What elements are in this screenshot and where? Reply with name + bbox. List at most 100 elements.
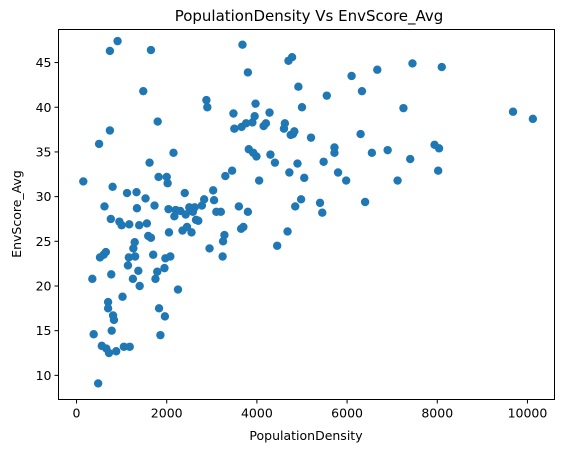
data-point xyxy=(252,152,261,161)
data-point xyxy=(297,103,307,112)
data-point xyxy=(330,148,339,158)
data-point xyxy=(156,330,165,340)
data-point xyxy=(112,347,121,356)
data-point xyxy=(105,126,115,135)
y-tick-label: 20 xyxy=(36,278,52,293)
data-point xyxy=(205,244,214,253)
y-tick-label: 40 xyxy=(36,100,52,115)
data-point xyxy=(434,144,444,153)
data-point xyxy=(160,263,169,273)
data-point xyxy=(393,176,402,185)
y-axis-ticks: 10 15 20 25 30 35 40 45 xyxy=(36,55,59,383)
data-point xyxy=(291,202,300,211)
data-point xyxy=(94,139,104,149)
data-point xyxy=(100,202,109,211)
data-point xyxy=(106,214,116,224)
data-point xyxy=(243,68,253,77)
x-tick-label: 6000 xyxy=(331,406,363,421)
data-point xyxy=(221,171,230,181)
data-point xyxy=(151,274,160,284)
data-point xyxy=(129,244,138,253)
data-point xyxy=(347,71,356,81)
data-point xyxy=(293,159,302,168)
data-point xyxy=(357,86,367,96)
data-point xyxy=(209,196,219,205)
data-point xyxy=(202,95,211,105)
data-point xyxy=(296,195,306,204)
data-point xyxy=(128,274,138,284)
data-points xyxy=(79,36,538,388)
data-point xyxy=(163,179,172,188)
data-point xyxy=(141,194,150,203)
data-point xyxy=(254,176,264,185)
data-point xyxy=(134,266,143,275)
data-point xyxy=(146,233,156,242)
data-point xyxy=(300,173,309,183)
data-point xyxy=(272,241,282,250)
x-axis-ticks: 0 2000 4000 6000 8000 10000 xyxy=(73,399,547,421)
y-tick-label: 25 xyxy=(36,234,52,249)
data-point xyxy=(153,117,162,126)
data-point xyxy=(199,195,209,204)
data-point xyxy=(142,219,152,228)
data-point xyxy=(122,188,132,198)
data-point xyxy=(194,216,203,225)
data-point xyxy=(132,204,142,213)
data-point xyxy=(113,36,122,46)
data-point xyxy=(135,281,144,291)
data-point xyxy=(251,99,260,108)
data-point xyxy=(150,201,159,210)
data-point xyxy=(88,274,97,284)
data-point xyxy=(433,166,443,175)
data-point xyxy=(154,304,164,313)
data-point xyxy=(265,108,274,117)
data-point xyxy=(153,267,162,276)
data-point xyxy=(89,330,98,339)
data-point xyxy=(118,292,127,301)
x-tick-label: 8000 xyxy=(421,406,453,421)
data-point xyxy=(101,247,111,257)
data-point xyxy=(408,59,417,68)
data-point xyxy=(130,252,140,261)
y-tick-label: 15 xyxy=(36,323,52,338)
y-axis-label: EnvScore_Avg xyxy=(9,170,24,258)
data-point xyxy=(145,158,154,167)
data-point xyxy=(166,252,175,261)
data-point xyxy=(270,158,280,167)
data-point xyxy=(234,202,244,211)
chart-title: PopulationDensity Vs EnvScore_Avg xyxy=(175,7,444,26)
x-tick-label: 4000 xyxy=(241,406,273,421)
data-point xyxy=(103,304,113,313)
data-point xyxy=(319,157,328,166)
data-point xyxy=(103,297,113,307)
data-point xyxy=(261,119,271,128)
data-point xyxy=(135,221,144,230)
data-point xyxy=(124,253,134,262)
data-point xyxy=(318,208,327,217)
data-point xyxy=(107,270,116,279)
data-point xyxy=(287,53,297,62)
data-point xyxy=(139,86,148,96)
x-tick-label: 2000 xyxy=(151,406,183,421)
data-point xyxy=(164,228,174,237)
data-point xyxy=(218,252,227,261)
data-point xyxy=(125,220,134,229)
data-point xyxy=(203,103,212,112)
data-point xyxy=(93,379,103,388)
data-point xyxy=(107,326,116,335)
data-point xyxy=(290,127,299,136)
data-point xyxy=(218,237,228,246)
data-point xyxy=(360,197,370,207)
x-axis-label: PopulationDensity xyxy=(249,428,363,443)
data-point xyxy=(306,133,316,142)
data-point xyxy=(104,348,114,358)
data-point xyxy=(108,182,117,191)
data-point xyxy=(356,129,365,139)
data-point xyxy=(508,107,518,116)
data-point xyxy=(125,342,134,351)
data-point xyxy=(105,46,115,56)
data-point xyxy=(148,250,158,259)
data-point xyxy=(154,172,163,182)
